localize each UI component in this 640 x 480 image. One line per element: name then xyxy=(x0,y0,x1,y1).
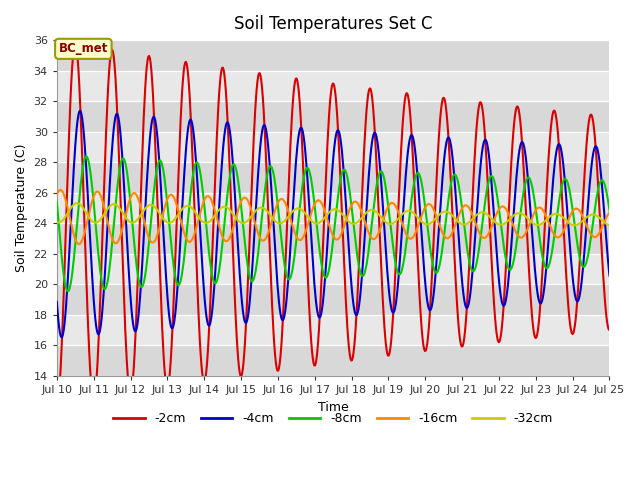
-4cm xyxy=(64,280,72,286)
-16cm xyxy=(177,220,185,226)
-32cm xyxy=(120,213,128,218)
-16cm xyxy=(207,196,214,202)
Text: BC_met: BC_met xyxy=(59,42,108,55)
-16cm xyxy=(76,241,83,247)
-4cm xyxy=(177,221,185,227)
-4cm xyxy=(76,108,84,114)
Legend: -2cm, -4cm, -8cm, -16cm, -32cm: -2cm, -4cm, -8cm, -16cm, -32cm xyxy=(108,407,558,430)
-2cm xyxy=(120,309,128,314)
-4cm xyxy=(402,172,410,178)
Bar xyxy=(57,284,609,315)
-16cm xyxy=(605,209,613,215)
Bar xyxy=(57,162,609,193)
Line: -4cm: -4cm xyxy=(57,111,609,337)
Bar xyxy=(57,254,609,284)
-2cm xyxy=(72,40,79,46)
-8cm xyxy=(64,288,72,294)
Bar xyxy=(57,223,609,254)
Line: -32cm: -32cm xyxy=(57,203,609,225)
-4cm xyxy=(605,273,613,278)
-16cm xyxy=(402,230,410,236)
Bar xyxy=(57,132,609,162)
Line: -8cm: -8cm xyxy=(57,156,609,291)
-32cm xyxy=(401,209,409,215)
X-axis label: Time: Time xyxy=(318,400,349,413)
Bar xyxy=(57,40,609,71)
Y-axis label: Soil Temperature (C): Soil Temperature (C) xyxy=(15,144,28,272)
-4cm xyxy=(53,299,61,304)
Line: -16cm: -16cm xyxy=(57,190,609,244)
Bar xyxy=(57,101,609,132)
-8cm xyxy=(418,181,426,187)
-8cm xyxy=(207,262,214,268)
-2cm xyxy=(206,312,214,318)
Bar xyxy=(57,193,609,223)
-8cm xyxy=(605,207,613,213)
Title: Soil Temperatures Set C: Soil Temperatures Set C xyxy=(234,15,433,33)
-32cm xyxy=(605,222,613,228)
-32cm xyxy=(417,218,425,224)
-2cm xyxy=(63,196,70,202)
-8cm xyxy=(63,288,70,293)
-2cm xyxy=(53,404,61,409)
-2cm xyxy=(605,327,613,333)
-4cm xyxy=(418,237,426,242)
-8cm xyxy=(177,275,185,280)
-8cm xyxy=(53,199,61,205)
-16cm xyxy=(53,192,61,198)
-16cm xyxy=(57,187,65,193)
-2cm xyxy=(417,319,425,324)
-4cm xyxy=(207,319,214,325)
-16cm xyxy=(418,212,426,218)
Bar xyxy=(57,315,609,346)
-16cm xyxy=(64,205,72,211)
-4cm xyxy=(58,335,65,340)
-32cm xyxy=(206,218,214,224)
-32cm xyxy=(53,219,61,225)
-4cm xyxy=(122,204,129,210)
Bar xyxy=(57,346,609,376)
-16cm xyxy=(122,214,129,220)
-32cm xyxy=(63,212,70,217)
-8cm xyxy=(82,154,90,159)
-8cm xyxy=(122,160,129,166)
-2cm xyxy=(177,118,184,123)
-2cm xyxy=(401,96,409,102)
Line: -2cm: -2cm xyxy=(57,43,609,407)
-8cm xyxy=(402,244,410,250)
-32cm xyxy=(177,208,184,214)
-32cm xyxy=(73,200,81,206)
Bar xyxy=(57,71,609,101)
